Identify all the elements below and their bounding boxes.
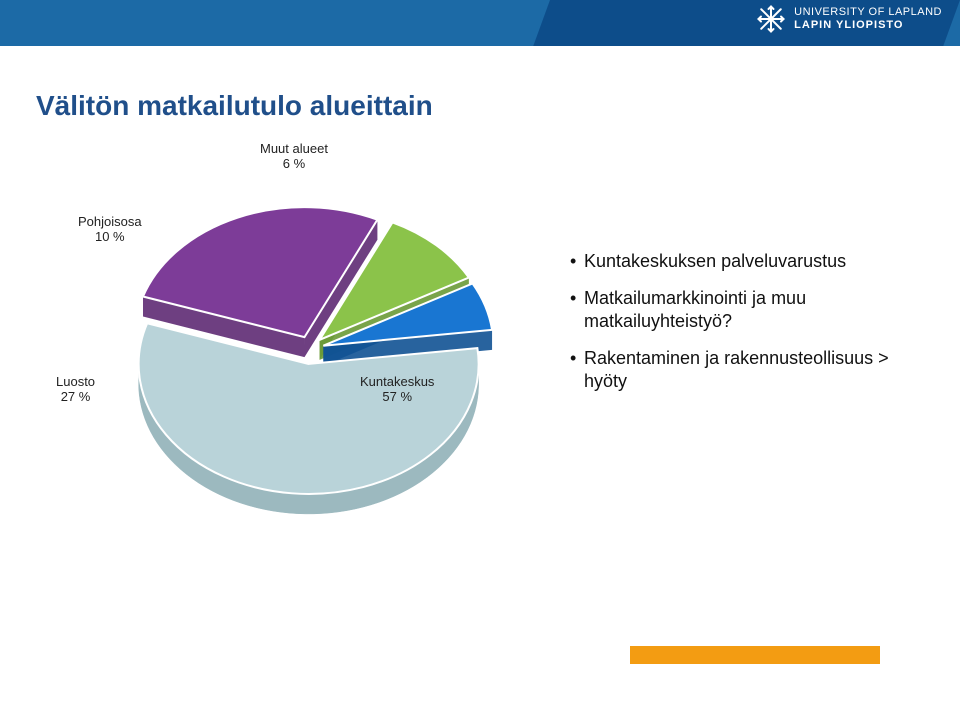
slice-label-kuntakeskus: Kuntakeskus57 % [360,375,434,405]
logo-line1: UNIVERSITY OF LAPLAND [794,6,942,19]
slice-label-value: 27 % [56,390,95,405]
logo-wrap: UNIVERSITY OF LAPLAND LAPIN YLIOPISTO [756,4,942,34]
pie-chart-svg [60,150,540,550]
snowflake-icon [756,4,786,34]
slice-label-value: 6 % [260,157,328,172]
header-bar: UNIVERSITY OF LAPLAND LAPIN YLIOPISTO [0,0,960,46]
slice-label-muut_alueet: Muut alueet6 % [260,142,328,172]
slice-label-name: Kuntakeskus [360,375,434,390]
slice-label-value: 57 % [360,390,434,405]
logo-line2: LAPIN YLIOPISTO [794,19,942,32]
slice-label-name: Muut alueet [260,142,328,157]
bullet-list: Kuntakeskuksen palveluvarustus Matkailum… [570,250,910,407]
bullet-item-2: Matkailumarkkinointi ja muu matkailuyhte… [570,287,910,333]
logo-text: UNIVERSITY OF LAPLAND LAPIN YLIOPISTO [794,6,942,31]
bullet-item-3: Rakentaminen ja rakennusteollisuus > hyö… [570,347,910,393]
slice-label-name: Pohjoisosa [78,215,142,230]
page-title: Välitön matkailutulo alueittain [36,90,433,122]
bullet-item-1: Kuntakeskuksen palveluvarustus [570,250,910,273]
pie-chart: Kuntakeskus57 %Luosto27 %Pohjoisosa10 %M… [60,150,540,530]
slice-label-pohjoisosa: Pohjoisosa10 % [78,215,142,245]
slice-label-luosto: Luosto27 % [56,375,95,405]
footer-accent [630,646,880,664]
slice-label-value: 10 % [78,230,142,245]
slice-label-name: Luosto [56,375,95,390]
